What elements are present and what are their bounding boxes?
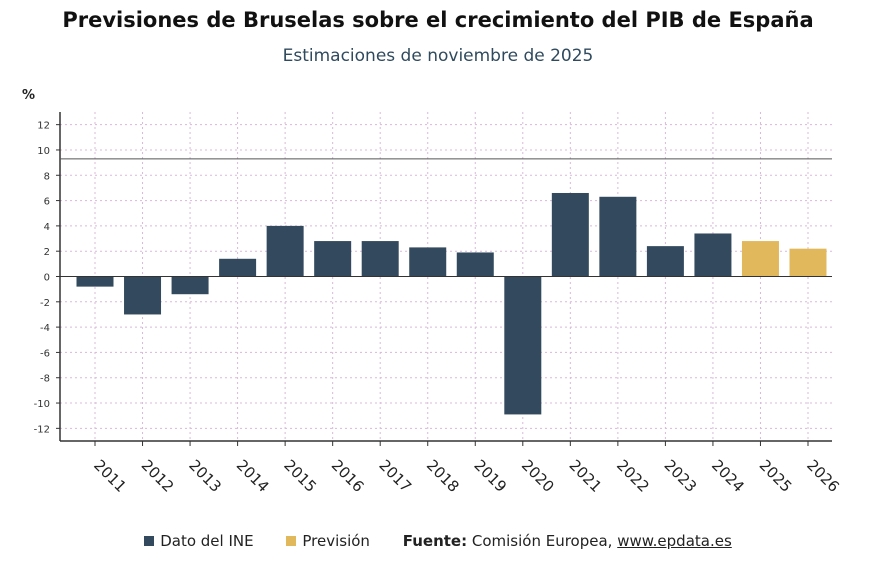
y-tick-label: 8 xyxy=(44,171,50,182)
chart-subtitle: Estimaciones de noviembre de 2025 xyxy=(282,46,594,66)
bar-2020 xyxy=(504,276,542,415)
x-tick-label: 2025 xyxy=(756,456,796,496)
y-tick-label: 6 xyxy=(44,197,50,208)
legend-item-ine: Dato del INE xyxy=(144,532,254,550)
x-tick-label: 2015 xyxy=(280,456,320,496)
x-tick-label: 2024 xyxy=(708,456,748,496)
bar-2016 xyxy=(314,241,352,277)
legend-swatch-ine xyxy=(144,536,155,546)
x-tick-label: 2023 xyxy=(661,456,701,496)
y-tick-label: -6 xyxy=(40,348,50,359)
bar-2024 xyxy=(694,233,732,277)
chart-title: Previsiones de Bruselas sobre el crecimi… xyxy=(62,8,814,32)
x-tick-label: 2012 xyxy=(138,456,178,496)
y-tick-label: -10 xyxy=(34,399,50,410)
x-tick-label: 2017 xyxy=(375,456,415,496)
bar-2018 xyxy=(409,247,447,277)
x-tick-label: 2011 xyxy=(90,456,130,496)
source-link[interactable]: www.epdata.es xyxy=(617,532,732,550)
x-tick-label: 2026 xyxy=(803,456,843,496)
x-tick-label: 2016 xyxy=(328,456,368,496)
bar-2023 xyxy=(646,246,684,277)
legend-swatch-prevision xyxy=(286,536,297,546)
source-text: Comisión Europea, xyxy=(471,532,613,550)
legend-item-prevision: Previsión xyxy=(286,532,370,550)
bar-2026 xyxy=(789,248,827,277)
y-tick-label: 10 xyxy=(37,146,50,157)
y-tick-label: -2 xyxy=(40,298,50,309)
legend-label-ine: Dato del INE xyxy=(160,532,254,550)
bar-2021 xyxy=(551,192,589,277)
y-tick-label: -12 xyxy=(34,424,50,435)
bar-2012 xyxy=(124,276,162,315)
x-tick-label: 2013 xyxy=(185,456,225,496)
legend: Dato del INE Previsión Fuente: Comisión … xyxy=(0,532,876,550)
y-tick-label: 2 xyxy=(44,247,50,258)
x-tick-label: 2019 xyxy=(470,456,510,496)
bar-2013 xyxy=(171,276,209,295)
bar-2014 xyxy=(219,258,257,277)
x-tick-label: 2018 xyxy=(423,456,463,496)
y-tick-label: 4 xyxy=(44,222,50,233)
source-label: Fuente: xyxy=(402,532,468,550)
bar-2019 xyxy=(456,252,494,277)
bar-2022 xyxy=(599,196,637,277)
x-tick-label: 2021 xyxy=(566,456,606,496)
y-axis-label: % xyxy=(22,88,35,103)
legend-label-prevision: Previsión xyxy=(302,532,370,550)
x-tick-label: 2014 xyxy=(233,456,273,496)
source: Fuente: Comisión Europea, www.epdata.es xyxy=(403,532,732,550)
x-tick-label: 2022 xyxy=(613,456,653,496)
bar-chart: 12 10 8 6 4 2 0 -2 -4 -6 -8 -10 -12% 2011 2012 2013 2014… xyxy=(22,88,843,496)
bar-2025 xyxy=(741,241,779,277)
y-tick-label: 12 xyxy=(37,121,50,132)
x-tick-label: 2020 xyxy=(518,456,558,496)
bar-2017 xyxy=(361,241,399,277)
y-tick-label: 0 xyxy=(44,273,50,284)
y-tick-label: -4 xyxy=(40,323,50,334)
y-tick-label: -8 xyxy=(40,374,50,385)
bar-2015 xyxy=(266,225,304,277)
bar-2011 xyxy=(76,276,114,287)
